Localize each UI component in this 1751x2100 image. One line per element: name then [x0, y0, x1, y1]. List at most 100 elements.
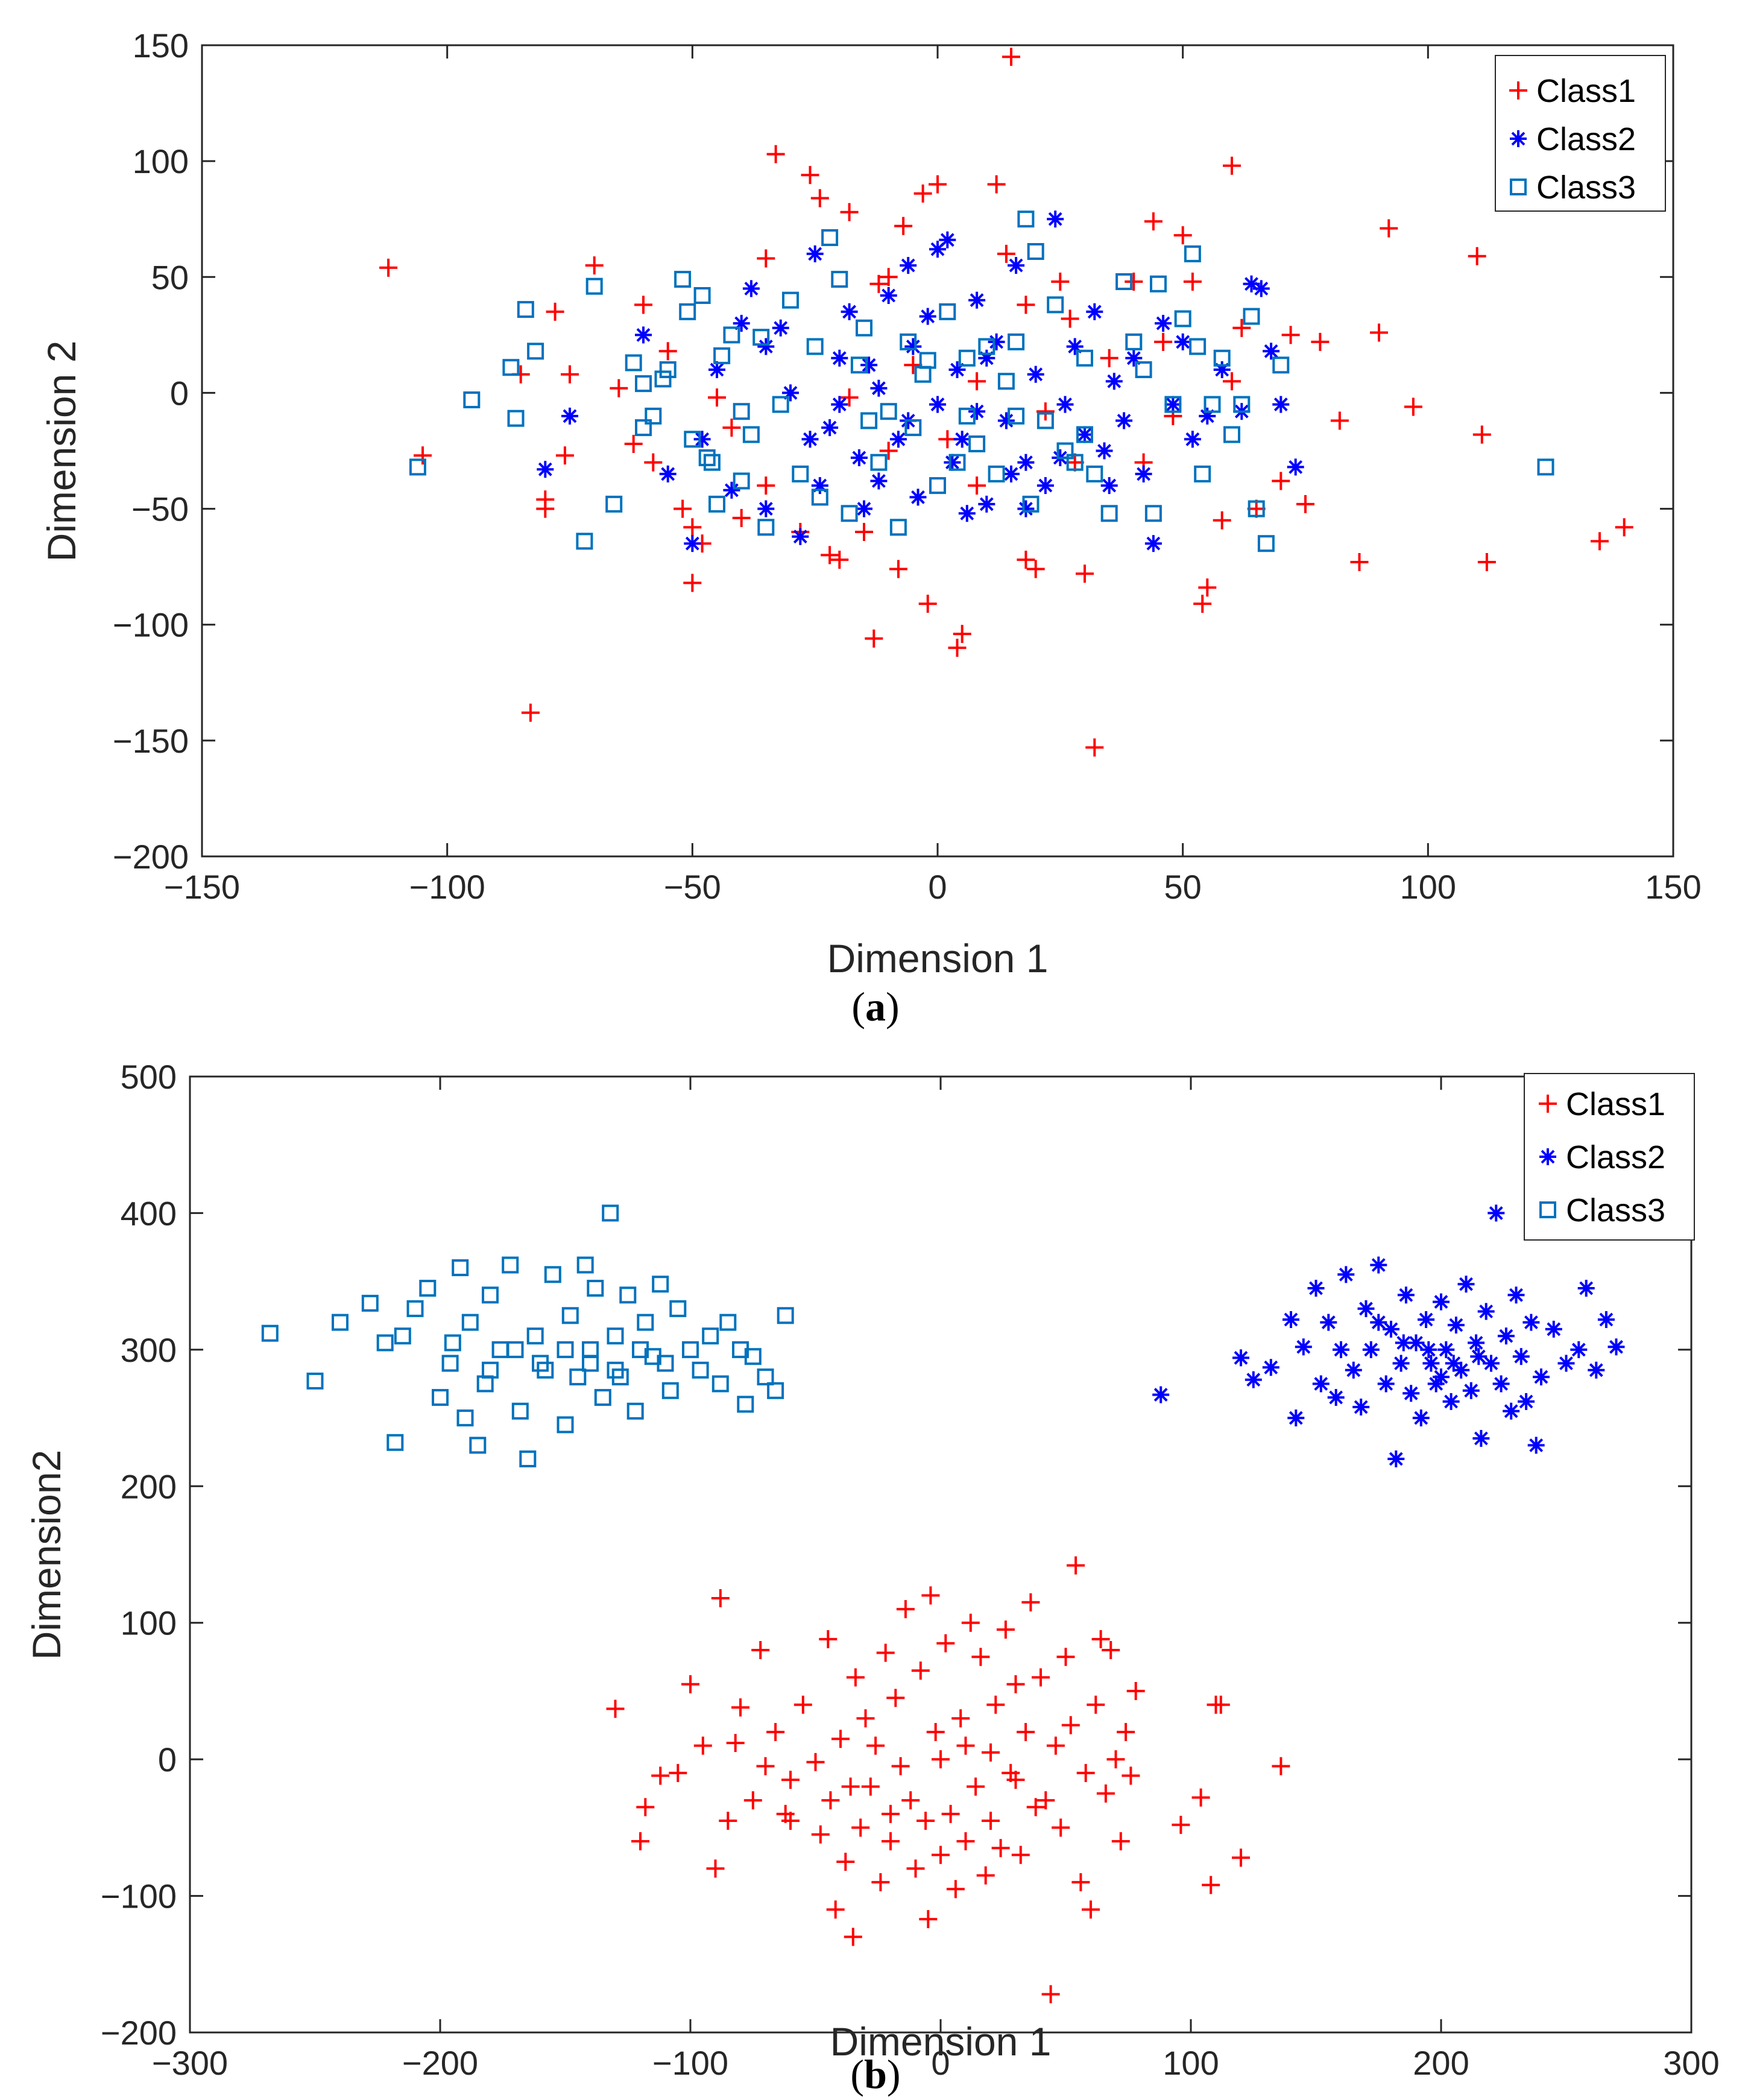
- data-point-class2: [1153, 314, 1173, 334]
- scatter-panel-a: −150 −100 −50 0 50 100 150−200−150−100−5005010…: [39, 27, 1702, 1029]
- data-point-class2: [1326, 1388, 1346, 1408]
- data-point-class2: [918, 306, 938, 326]
- data-point-class2: [1486, 1203, 1506, 1223]
- data-point-class2: [869, 378, 889, 398]
- data-point-class2: [1286, 457, 1305, 477]
- y-tick-label: 300: [121, 1331, 177, 1369]
- y-tick-label: −100: [101, 1877, 177, 1915]
- data-point-class2: [938, 230, 958, 250]
- data-point-class2: [683, 534, 702, 554]
- data-point-class2: [1469, 1347, 1489, 1367]
- data-point-class2: [741, 279, 761, 299]
- x-axis-title-b: Dimension 1: [830, 2019, 1052, 2064]
- caption-a: (a): [851, 984, 899, 1029]
- data-point-class2: [1391, 1353, 1411, 1373]
- legend-label-class1-a: Class1: [1536, 73, 1636, 109]
- data-point-class2: [1511, 1347, 1531, 1367]
- data-point-class2: [1532, 1367, 1551, 1387]
- data-point-class2: [771, 318, 790, 338]
- data-point-class2: [1293, 1337, 1313, 1357]
- data-point-class2: [1065, 337, 1085, 356]
- y-tick-label: 400: [121, 1194, 177, 1232]
- data-point-class2: [1046, 209, 1065, 229]
- x-tick-label: 100: [1400, 868, 1456, 906]
- x-tick-label: 100: [1163, 2044, 1219, 2082]
- data-point-class2: [977, 494, 997, 514]
- data-point-class2: [1556, 1353, 1576, 1373]
- data-point-class2: [1281, 1310, 1301, 1329]
- data-point-class2: [1212, 360, 1232, 379]
- data-point-class2: [1586, 1360, 1606, 1380]
- data-point-class2: [839, 302, 859, 321]
- data-point-class2: [1271, 394, 1291, 414]
- y-tick-label: 100: [121, 1604, 177, 1642]
- data-point-class2: [952, 429, 972, 449]
- legend-marker-class2-a: [1509, 129, 1528, 148]
- data-point-class2: [756, 337, 776, 356]
- data-point-class2: [957, 504, 977, 523]
- x-tick-label: 150: [1645, 868, 1701, 906]
- data-point-class2: [1075, 425, 1094, 444]
- data-point-class2: [1544, 1319, 1563, 1339]
- y-axis-title-b: Dimension2: [24, 1450, 69, 1660]
- data-point-class2: [1491, 1374, 1511, 1394]
- data-point-class2: [800, 429, 820, 449]
- y-tick-label: 0: [158, 1741, 177, 1779]
- data-point-class2: [1173, 332, 1193, 352]
- data-point-class2: [805, 244, 825, 264]
- data-point-class2: [1606, 1337, 1626, 1357]
- data-point-class2: [854, 499, 874, 519]
- x-tick-label: −100: [652, 2044, 728, 2082]
- scatter-panel-b: −300 −200 −100 0 100 200 300−200−1000100200300…: [24, 1058, 1720, 2097]
- legend-label-class2-a: Class2: [1536, 121, 1636, 157]
- data-point-class2: [790, 527, 810, 546]
- y-tick-label: 50: [151, 258, 189, 296]
- data-point-class2: [928, 394, 947, 414]
- data-point-class2: [1351, 1397, 1371, 1417]
- data-point-class2: [986, 332, 1006, 352]
- caption-b: (b): [850, 2051, 900, 2097]
- data-point-class2: [1251, 279, 1271, 299]
- data-point-class2: [1369, 1312, 1389, 1332]
- data-point-class2: [634, 325, 653, 345]
- axis-ticks-a: −150 −100 −50 0 50 100 150−200−150−100−5005010…: [113, 27, 1702, 906]
- data-point-class2: [830, 394, 850, 414]
- y-tick-label: −200: [113, 838, 189, 876]
- data-point-class2: [1319, 1312, 1339, 1332]
- data-point-class2: [692, 429, 712, 449]
- data-point-class2: [810, 476, 830, 496]
- x-tick-label: −100: [409, 868, 485, 906]
- data-point-class2: [1085, 302, 1105, 321]
- data-point-class2: [1393, 1333, 1413, 1353]
- x-axis-title-a: Dimension 1: [827, 936, 1049, 981]
- data-point-class2: [1521, 1312, 1541, 1332]
- data-point-class2: [1376, 1374, 1396, 1394]
- data-point-class2: [1496, 1326, 1516, 1346]
- data-point-class2: [977, 348, 997, 368]
- data-point-class2: [535, 460, 555, 479]
- axis-ticks-b: −300 −200 −100 0 100 200 300−200−1000100200300…: [101, 1058, 1720, 2082]
- data-point-class2: [1576, 1279, 1596, 1298]
- data-point-class2: [1356, 1298, 1376, 1318]
- data-point-class2: [830, 348, 850, 368]
- data-point-class2: [947, 360, 967, 379]
- x-tick-label: 0: [928, 868, 947, 906]
- data-point-class2: [1436, 1339, 1456, 1359]
- x-tick-label: −150: [164, 868, 240, 906]
- legend-b: Class1 Class2 Class3: [1524, 1073, 1695, 1241]
- data-point-class2: [1476, 1301, 1496, 1321]
- x-tick-label: −300: [152, 2044, 228, 2082]
- data-point-class2: [859, 355, 879, 375]
- data-point-class2: [1443, 1353, 1463, 1373]
- data-point-class2: [1401, 1384, 1421, 1403]
- data-point-class2: [1516, 1391, 1536, 1411]
- data-point-class2: [658, 464, 678, 484]
- data-point-class2: [1114, 411, 1134, 431]
- data-point-class2: [1343, 1360, 1363, 1380]
- data-point-class2: [967, 290, 987, 310]
- x-tick-label: −50: [664, 868, 721, 906]
- data-point-class2: [1163, 394, 1183, 414]
- caption-letter-a: a: [865, 984, 886, 1029]
- data-point-class2: [898, 256, 918, 276]
